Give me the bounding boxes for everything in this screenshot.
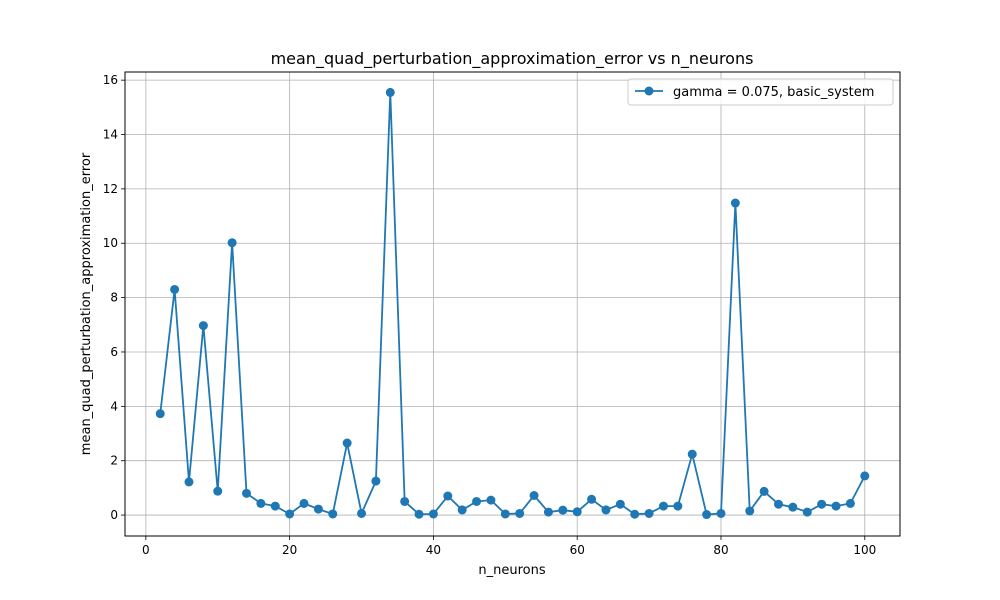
- data-point: [285, 509, 295, 519]
- data-point: [788, 502, 798, 512]
- data-point: [745, 506, 755, 516]
- data-point: [313, 504, 323, 514]
- y-tick-label: 2: [110, 454, 118, 468]
- data-point: [457, 505, 467, 515]
- grid: [125, 72, 900, 536]
- data-point: [227, 238, 237, 248]
- data-point: [845, 498, 855, 508]
- y-axis-title: mean_quad_perturbation_approximation_err…: [79, 152, 94, 455]
- data-point: [328, 509, 338, 519]
- data-point: [443, 491, 453, 501]
- y-tick-label: 6: [110, 345, 118, 359]
- data-point: [400, 496, 410, 506]
- x-axis-title: n_neurons: [478, 563, 545, 578]
- data-point: [213, 486, 223, 496]
- data-point: [184, 477, 194, 487]
- legend: gamma = 0.075, basic_system: [627, 78, 894, 106]
- data-point: [414, 509, 424, 519]
- data-point: [572, 507, 582, 517]
- data-point: [241, 488, 251, 498]
- data-point: [601, 505, 611, 515]
- data-point: [428, 509, 438, 519]
- data-point: [256, 498, 266, 508]
- legend-label: gamma = 0.075, basic_system: [673, 85, 874, 100]
- data-point: [529, 490, 539, 500]
- data-point: [155, 409, 165, 419]
- x-tick-label: 0: [142, 543, 150, 557]
- x-tick-label: 20: [282, 543, 297, 557]
- x-tick-label: 100: [853, 543, 876, 557]
- data-point: [644, 508, 654, 518]
- data-point: [357, 508, 367, 518]
- data-point: [774, 499, 784, 509]
- y-tick-label: 16: [103, 73, 118, 87]
- data-point: [170, 284, 180, 294]
- y-tick-label: 8: [110, 291, 118, 305]
- data-point: [342, 438, 352, 448]
- data-point: [658, 501, 668, 511]
- data-point: [817, 499, 827, 509]
- data-point: [558, 505, 568, 515]
- ticks: 0 20 40 60 80 100 0 2 4 6 8 10 12 14 16: [103, 73, 877, 557]
- x-tick-label: 40: [426, 543, 441, 557]
- y-tick-label: 4: [110, 399, 118, 413]
- data-point: [587, 494, 597, 504]
- chart-title: mean_quad_perturbation_approximation_err…: [271, 49, 754, 69]
- y-tick-label: 12: [103, 182, 118, 196]
- data-point: [630, 509, 640, 519]
- y-tick-label: 14: [103, 128, 118, 142]
- data-point: [385, 87, 395, 97]
- plot-area-frame: [124, 71, 901, 537]
- x-tick-label: 60: [570, 543, 585, 557]
- legend-marker-swatch: [644, 86, 654, 96]
- data-point: [730, 198, 740, 208]
- data-point: [716, 508, 726, 518]
- data-point: [472, 496, 482, 506]
- data-point: [759, 486, 769, 496]
- data-point: [299, 498, 309, 508]
- data-point: [543, 507, 553, 517]
- data-point: [515, 508, 525, 518]
- y-tick-label: 0: [110, 508, 118, 522]
- data-point: [486, 495, 496, 505]
- legend-box: [627, 78, 894, 106]
- data-point: [673, 501, 683, 511]
- data-point: [371, 476, 381, 486]
- data-point: [831, 501, 841, 511]
- series-group: [155, 87, 870, 520]
- data-point: [687, 449, 697, 459]
- data-point: [198, 321, 208, 331]
- data-point: [802, 507, 812, 517]
- data-point: [500, 509, 510, 519]
- x-tick-label: 80: [713, 543, 728, 557]
- data-point: [615, 499, 625, 509]
- data-point: [860, 471, 870, 481]
- data-point: [270, 501, 280, 511]
- data-point: [702, 510, 712, 520]
- y-tick-label: 10: [103, 236, 118, 250]
